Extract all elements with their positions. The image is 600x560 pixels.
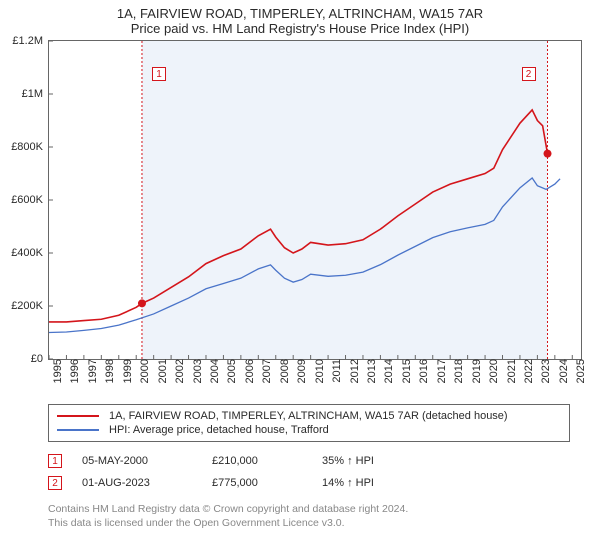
event-date: 01-AUG-2023 bbox=[82, 477, 212, 489]
xtick-label: 2023 bbox=[537, 359, 552, 383]
xtick-label: 2011 bbox=[328, 359, 343, 383]
event-price: £210,000 bbox=[212, 455, 322, 467]
event-date: 05-MAY-2000 bbox=[82, 455, 212, 467]
chart-subtitle: Price paid vs. HM Land Registry's House … bbox=[0, 21, 600, 40]
chart-event-marker: 2 bbox=[522, 67, 536, 81]
event-row: 2 01-AUG-2023 £775,000 14% ↑ HPI bbox=[48, 472, 570, 494]
legend-item: 1A, FAIRVIEW ROAD, TIMPERLEY, ALTRINCHAM… bbox=[57, 409, 561, 423]
ytick-label: £800K bbox=[11, 141, 49, 153]
xtick-label: 2016 bbox=[415, 359, 430, 383]
legend-swatch bbox=[57, 429, 99, 431]
chart-event-marker: 1 bbox=[152, 67, 166, 81]
ytick-label: £0 bbox=[31, 353, 49, 365]
legend: 1A, FAIRVIEW ROAD, TIMPERLEY, ALTRINCHAM… bbox=[48, 404, 570, 442]
xtick-label: 2002 bbox=[171, 359, 186, 383]
xtick-label: 2024 bbox=[555, 359, 570, 383]
xtick-label: 1996 bbox=[66, 359, 81, 383]
xtick-label: 2015 bbox=[398, 359, 413, 383]
xtick-label: 2025 bbox=[572, 359, 587, 383]
ytick-label: £600K bbox=[11, 194, 49, 206]
event-row: 1 05-MAY-2000 £210,000 35% ↑ HPI bbox=[48, 450, 570, 472]
xtick-label: 2003 bbox=[189, 359, 204, 383]
legend-label: HPI: Average price, detached house, Traf… bbox=[109, 424, 329, 436]
ytick-label: £1M bbox=[22, 88, 49, 100]
event-marker-icon: 2 bbox=[48, 476, 62, 490]
legend-item: HPI: Average price, detached house, Traf… bbox=[57, 423, 561, 437]
chart-svg bbox=[49, 41, 581, 359]
xtick-label: 2018 bbox=[450, 359, 465, 383]
xtick-label: 2001 bbox=[154, 359, 169, 383]
legend-label: 1A, FAIRVIEW ROAD, TIMPERLEY, ALTRINCHAM… bbox=[109, 410, 508, 422]
event-number: 1 bbox=[52, 456, 58, 467]
xtick-label: 2022 bbox=[520, 359, 535, 383]
xtick-label: 2009 bbox=[293, 359, 308, 383]
xtick-label: 2005 bbox=[223, 359, 238, 383]
xtick-label: 2014 bbox=[380, 359, 395, 383]
xtick-label: 2006 bbox=[241, 359, 256, 383]
ytick-label: £400K bbox=[11, 247, 49, 259]
xtick-label: 2008 bbox=[276, 359, 291, 383]
xtick-label: 1995 bbox=[49, 359, 64, 383]
chart-title: 1A, FAIRVIEW ROAD, TIMPERLEY, ALTRINCHAM… bbox=[0, 0, 600, 21]
xtick-label: 2021 bbox=[503, 359, 518, 383]
event-marker-icon: 1 bbox=[48, 454, 62, 468]
xtick-label: 1999 bbox=[119, 359, 134, 383]
event-number: 2 bbox=[52, 478, 58, 489]
plot-area: £0£200K£400K£600K£800K£1M£1.2M1995199619… bbox=[48, 40, 582, 360]
xtick-label: 1998 bbox=[101, 359, 116, 383]
event-price: £775,000 bbox=[212, 477, 322, 489]
event-hpi: 14% ↑ HPI bbox=[322, 477, 442, 489]
footer-line: This data is licensed under the Open Gov… bbox=[48, 516, 570, 530]
event-table: 1 05-MAY-2000 £210,000 35% ↑ HPI 2 01-AU… bbox=[48, 450, 570, 494]
xtick-label: 2000 bbox=[136, 359, 151, 383]
xtick-label: 2019 bbox=[468, 359, 483, 383]
xtick-label: 2004 bbox=[206, 359, 221, 383]
xtick-label: 2013 bbox=[363, 359, 378, 383]
xtick-label: 2017 bbox=[433, 359, 448, 383]
footer: Contains HM Land Registry data © Crown c… bbox=[48, 502, 570, 530]
event-hpi: 35% ↑ HPI bbox=[322, 455, 442, 467]
xtick-label: 2012 bbox=[346, 359, 361, 383]
chart-container: 1A, FAIRVIEW ROAD, TIMPERLEY, ALTRINCHAM… bbox=[0, 0, 600, 560]
xtick-label: 2007 bbox=[258, 359, 273, 383]
xtick-label: 1997 bbox=[84, 359, 99, 383]
legend-swatch bbox=[57, 415, 99, 417]
xtick-label: 2020 bbox=[485, 359, 500, 383]
footer-line: Contains HM Land Registry data © Crown c… bbox=[48, 502, 570, 516]
xtick-label: 2010 bbox=[311, 359, 326, 383]
ytick-label: £1.2M bbox=[12, 35, 49, 47]
ytick-label: £200K bbox=[11, 300, 49, 312]
